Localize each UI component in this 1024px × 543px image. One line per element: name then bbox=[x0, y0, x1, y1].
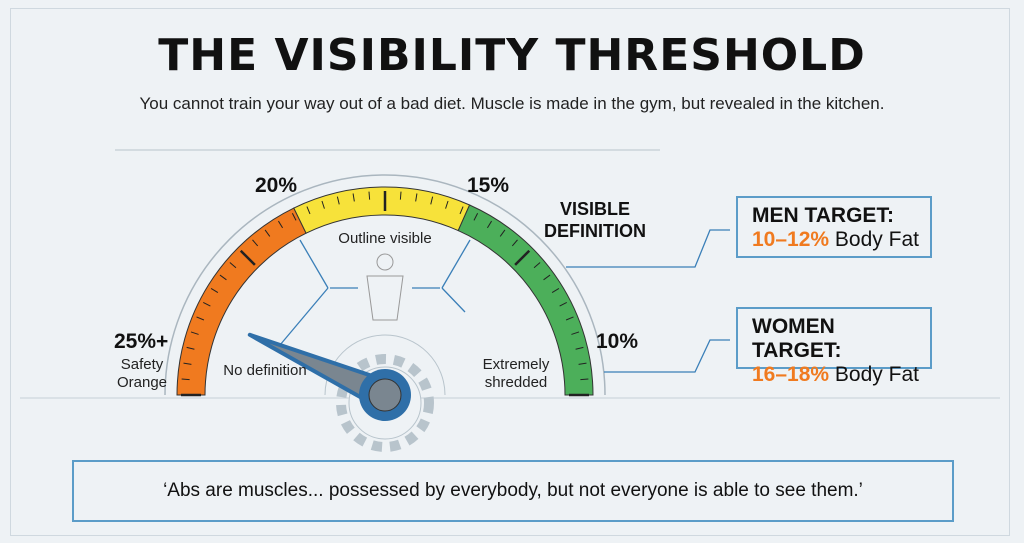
tick bbox=[252, 239, 259, 247]
tick bbox=[291, 213, 297, 221]
women-target-suffix: Body Fat bbox=[834, 363, 919, 386]
arrow-icon bbox=[441, 239, 471, 289]
visible-definition-label: VISIBLE DEFINITION bbox=[544, 199, 646, 241]
zone-no-definition: No definition bbox=[223, 362, 307, 379]
quote-text: ‘Abs are muscles... possessed by everybo… bbox=[163, 480, 863, 501]
tick bbox=[183, 362, 192, 365]
safety-orange-label: Safety Orange bbox=[116, 356, 168, 391]
tick bbox=[445, 200, 449, 209]
tick bbox=[543, 274, 551, 281]
tick bbox=[559, 301, 567, 307]
men-target-range: 10–12% bbox=[752, 228, 830, 251]
tick bbox=[277, 220, 284, 229]
outer-arc bbox=[164, 174, 606, 396]
tick bbox=[186, 346, 195, 350]
frame bbox=[10, 8, 1010, 536]
tick bbox=[181, 378, 190, 381]
zone-outline-visible: Outline visible bbox=[338, 230, 432, 247]
tick bbox=[203, 301, 211, 307]
pointer-arrow-icon bbox=[566, 229, 730, 268]
tick bbox=[459, 206, 464, 215]
women-target-card: WOMEN TARGET: 16–18% Body Fat bbox=[736, 307, 932, 386]
tick bbox=[352, 193, 355, 202]
tick bbox=[499, 229, 506, 237]
tick bbox=[578, 362, 587, 365]
tick bbox=[196, 316, 205, 321]
men-target-suffix: Body Fat bbox=[834, 228, 919, 251]
quote-box: ‘Abs are muscles... possessed by everybo… bbox=[72, 460, 954, 522]
label-15: 15% bbox=[467, 174, 510, 197]
tick bbox=[399, 191, 402, 200]
tick bbox=[533, 262, 541, 269]
body-torso bbox=[366, 275, 404, 321]
tick bbox=[219, 274, 227, 281]
tick bbox=[190, 331, 199, 335]
tick bbox=[565, 316, 574, 321]
tick bbox=[486, 220, 493, 229]
tick bbox=[239, 249, 256, 266]
women-target-range: 16–18% bbox=[752, 363, 830, 386]
label-10: 10% bbox=[596, 330, 639, 353]
tick bbox=[514, 249, 531, 266]
needle-hub-inner bbox=[368, 378, 402, 412]
tick bbox=[368, 191, 371, 200]
tick bbox=[571, 331, 580, 335]
arrow-icon bbox=[279, 287, 329, 346]
tick bbox=[415, 193, 418, 202]
tick bbox=[229, 262, 237, 269]
pointer-arrow-icon bbox=[604, 339, 730, 373]
tick bbox=[551, 287, 560, 294]
tick bbox=[473, 213, 479, 221]
tick bbox=[580, 378, 589, 381]
body-icon bbox=[376, 253, 394, 271]
tick bbox=[430, 196, 434, 205]
tick bbox=[511, 239, 518, 247]
tick bbox=[210, 287, 219, 294]
label-25: 25%+ bbox=[114, 330, 169, 353]
men-target-card: MEN TARGET: 10–12% Body Fat bbox=[736, 196, 932, 258]
tick bbox=[264, 229, 271, 237]
tick bbox=[575, 346, 584, 350]
tick bbox=[306, 206, 311, 215]
label-20: 20% bbox=[255, 174, 298, 197]
tick bbox=[321, 200, 325, 209]
page-title: THE VISIBILITY THRESHOLD bbox=[158, 30, 866, 81]
subtitle: You cannot train your way out of a bad d… bbox=[139, 94, 885, 113]
arrow-icon bbox=[299, 239, 329, 289]
women-target-title: WOMEN TARGET: bbox=[752, 315, 842, 362]
men-target-title: MEN TARGET: bbox=[752, 204, 894, 227]
zone-yellow bbox=[293, 186, 471, 234]
zone-extremely-shredded: Extremely shredded bbox=[482, 356, 550, 391]
gear-icon bbox=[336, 354, 434, 452]
tick bbox=[336, 196, 340, 205]
arrow-icon bbox=[441, 287, 466, 313]
